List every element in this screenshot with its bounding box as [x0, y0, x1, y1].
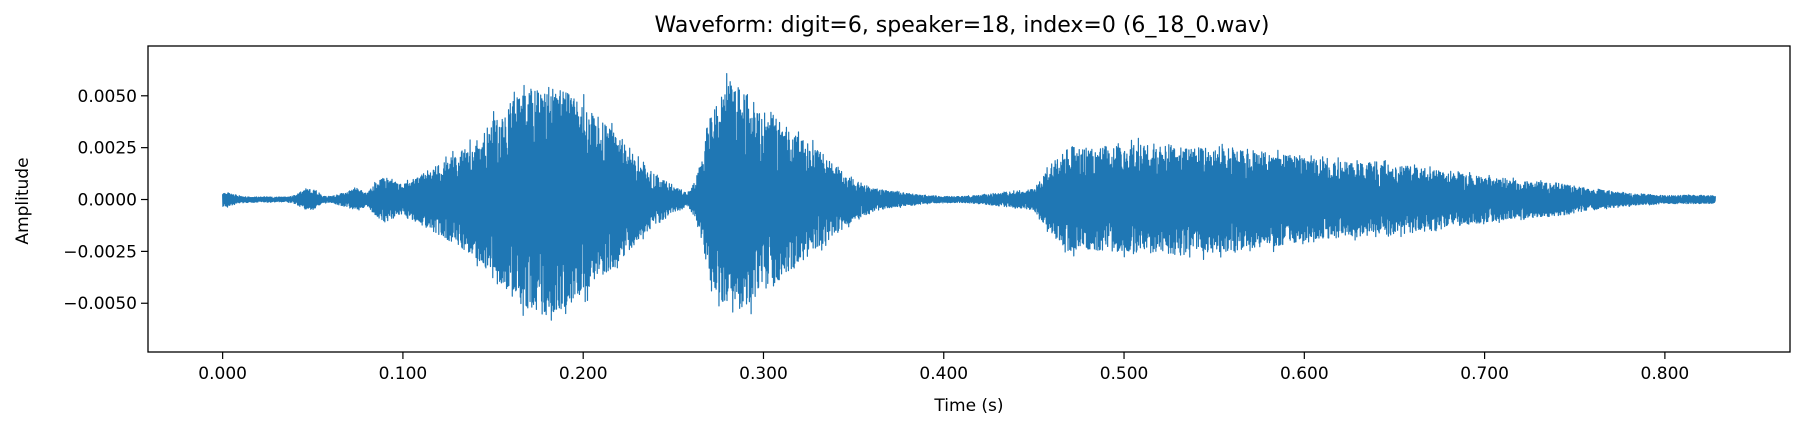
chart-title: Waveform: digit=6, speaker=18, index=0 (… [655, 13, 1270, 38]
y-axis: 0.0050 0.0025 0.0000 −0.0025 −0.0050 [63, 87, 148, 314]
y-axis-label: Amplitude [13, 157, 33, 244]
x-axis-label: Time (s) [933, 396, 1003, 416]
x-tick-label: 0.300 [739, 364, 788, 384]
y-tick-label: −0.0025 [63, 242, 137, 262]
plot-area [147, 45, 1791, 353]
x-tick-label: 0.000 [198, 364, 247, 384]
y-tick-label: 0.0025 [78, 139, 137, 159]
x-tick-label: 0.200 [559, 364, 608, 384]
x-tick-label: 0.700 [1460, 364, 1509, 384]
x-tick-label: 0.100 [379, 364, 428, 384]
x-axis: 0.000 0.100 0.200 0.300 0.400 0.500 0.600 0.700… [198, 352, 1689, 384]
x-tick-label: 0.500 [1100, 364, 1149, 384]
waveform-line [222, 73, 1716, 321]
x-tick-label: 0.400 [919, 364, 968, 384]
y-tick-label: 0.0050 [78, 87, 137, 107]
x-tick-label: 0.600 [1280, 364, 1329, 384]
y-tick-label: 0.0000 [78, 191, 137, 211]
x-tick-label: 0.800 [1641, 364, 1690, 384]
y-tick-label: −0.0050 [63, 294, 137, 314]
